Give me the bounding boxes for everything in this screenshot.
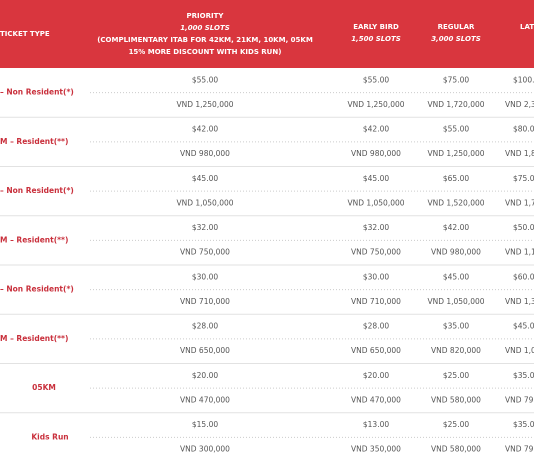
price-cell: VND 710,000 [351,297,401,306]
ticket-type: M – Resident(**) [0,334,68,343]
price-cell: $55.00 [443,125,469,134]
price-cell: VND 790 [505,395,534,404]
price-cell: VND 980,000 [431,248,481,257]
price-cell: VND 350,000 [351,445,401,454]
price-cell: VND 300,000 [180,445,230,454]
header-cell: 3,000 SLOTS [431,35,481,43]
price-cell: $45.0 [513,322,534,331]
price-cell: $30.00 [192,272,218,281]
price-cell: VND 1,37 [505,297,534,306]
header-cell: LAT [520,23,534,31]
price-cell: $45.00 [192,174,218,183]
price-cell: $25.00 [443,371,469,380]
price-cell: VND 1,250,000 [176,100,233,109]
price-cell: VND 2,3 [505,100,534,109]
price-cell: VND 580,000 [431,395,481,404]
header-cell: 15% MORE DISCOUNT WITH KIDS RUN) [129,48,282,56]
price-cell: VND 1,8 [505,149,534,158]
price-cell: VND 790 [505,445,534,454]
price-cell: VND 1,05 [505,346,534,355]
price-cell: VND 650,000 [180,346,230,355]
price-cell: $30.00 [363,272,389,281]
ticket-type: – Non Resident(*) [0,88,74,97]
ticket-type: – Non Resident(*) [0,186,74,195]
price-cell: $55.00 [363,75,389,84]
price-cell: $75.00 [443,75,469,84]
price-cell: VND 470,000 [351,395,401,404]
header-cell: REGULAR [438,23,475,31]
price-cell: $50.0 [513,223,534,232]
price-cell: $65.00 [443,174,469,183]
price-cell: $45.00 [443,272,469,281]
price-cell: VND 820,000 [431,346,481,355]
price-cell: $100. [513,75,534,84]
price-cell: $75.0 [513,174,534,183]
ticket-type: M – Resident(**) [0,235,68,244]
ticket-type: – Non Resident(*) [0,285,74,294]
price-cell: VND 1,250,000 [427,149,484,158]
price-cell: VND 980,000 [180,149,230,158]
price-cell: $32.00 [192,223,218,232]
header-cell: 1,500 SLOTS [351,35,401,43]
price-cell: $80.0 [513,125,534,134]
price-cell: VND 580,000 [431,445,481,454]
price-cell: VND 710,000 [180,297,230,306]
price-cell: $35.0 [513,371,534,380]
price-cell: $25.00 [443,420,469,429]
header-ticket-type: TICKET TYPE [0,30,50,38]
price-cell: VND 1,72 [505,198,534,207]
price-cell: $35.00 [443,322,469,331]
price-cell: VND 980,000 [351,149,401,158]
price-cell: VND 1,520,000 [427,198,484,207]
price-cell: VND 650,000 [351,346,401,355]
price-cell: $60.0 [513,272,534,281]
header-cell: (COMPLIMENTARY ITAB FOR 42KM, 21KM, 10KM… [97,36,313,44]
price-cell: VND 1,050,000 [176,198,233,207]
price-cell: VND 1,720,000 [427,100,484,109]
price-cell: VND 1,050,000 [427,297,484,306]
header-cell: 1,000 SLOTS [180,24,230,32]
price-cell: $42.00 [443,223,469,232]
price-cell: VND 470,000 [180,395,230,404]
price-cell: $15.00 [192,420,218,429]
price-cell: VND 750,000 [351,248,401,257]
price-cell: $42.00 [363,125,389,134]
price-cell: $20.00 [363,371,389,380]
price-cell: $55.00 [192,75,218,84]
price-cell: $20.00 [192,371,218,380]
price-cell: VND 1,050,000 [347,198,404,207]
table-header [0,0,534,68]
price-cell: $28.00 [192,322,218,331]
ticket-type: Kids Run [31,432,68,441]
ticket-type: M – Resident(**) [0,137,68,146]
header-cell: PRIORITY [187,12,225,20]
price-cell: VND 1,12 [505,248,534,257]
price-cell: VND 750,000 [180,248,230,257]
price-cell: $35.0 [513,420,534,429]
price-cell: $28.00 [363,322,389,331]
price-cell: $45.00 [363,174,389,183]
header-cell: EARLY BIRD [353,23,399,31]
price-cell: $32.00 [363,223,389,232]
price-cell: $13.00 [363,420,389,429]
price-cell: $42.00 [192,125,218,134]
ticket-type: 05KM [32,383,56,392]
price-cell: VND 1,250,000 [347,100,404,109]
